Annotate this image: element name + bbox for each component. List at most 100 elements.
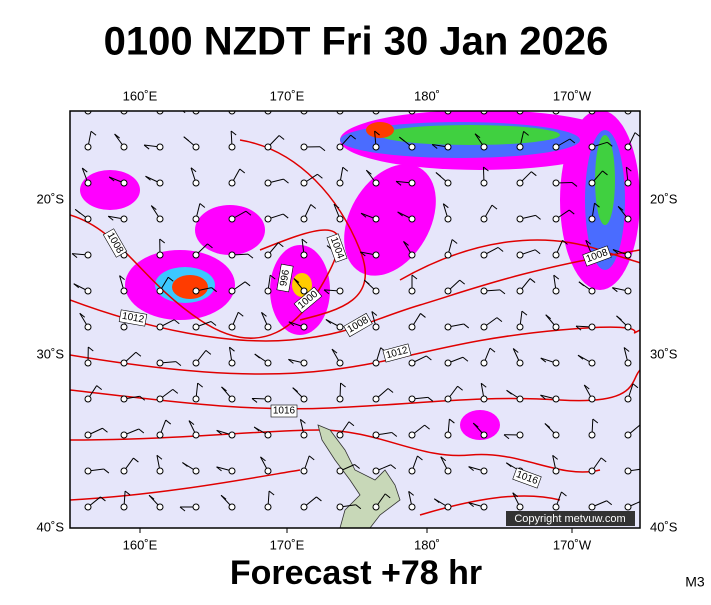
- station: [85, 396, 91, 402]
- station: [193, 324, 199, 330]
- station: [373, 324, 379, 330]
- station: [553, 324, 559, 330]
- station: [445, 432, 451, 438]
- station: [517, 396, 523, 402]
- station: [553, 468, 559, 474]
- station: [553, 252, 559, 258]
- forecast-label: Forecast +78 hr: [230, 554, 482, 592]
- station: [157, 252, 163, 258]
- wind-barb-flag: [407, 96, 412, 100]
- station: [445, 216, 451, 222]
- station: [301, 144, 307, 150]
- station: [445, 360, 451, 366]
- station: [229, 504, 235, 510]
- station: [337, 468, 343, 474]
- station: [373, 504, 379, 510]
- station: [193, 288, 199, 294]
- station: [625, 504, 631, 510]
- station: [589, 432, 595, 438]
- station: [229, 288, 235, 294]
- station: [373, 360, 379, 366]
- wind-barb-flag: [318, 103, 323, 107]
- station: [625, 324, 631, 330]
- station: [265, 288, 271, 294]
- station: [625, 468, 631, 474]
- station: [337, 144, 343, 150]
- station: [409, 396, 415, 402]
- station: [445, 144, 451, 150]
- station: [517, 252, 523, 258]
- station: [265, 324, 271, 330]
- lat-label-right: 40˚S: [650, 519, 678, 534]
- station: [373, 288, 379, 294]
- lon-label-top: 170˚W: [553, 88, 592, 103]
- wind-barb-flag: [433, 105, 438, 109]
- station: [517, 216, 523, 222]
- station: [445, 396, 451, 402]
- station: [481, 504, 487, 510]
- station: [157, 144, 163, 150]
- station: [553, 180, 559, 186]
- station: [337, 504, 343, 510]
- station: [517, 504, 523, 510]
- lat-label-left: 20˚S: [37, 191, 65, 206]
- station: [445, 324, 451, 330]
- station: [625, 396, 631, 402]
- station: [265, 216, 271, 222]
- station: [157, 288, 163, 294]
- station: [589, 180, 595, 186]
- station: [121, 504, 127, 510]
- station: [409, 252, 415, 258]
- station: [589, 468, 595, 474]
- station: [373, 216, 379, 222]
- station: [409, 504, 415, 510]
- station: [301, 252, 307, 258]
- station: [409, 324, 415, 330]
- station: [409, 468, 415, 474]
- station: [265, 432, 271, 438]
- wind-barb: [407, 96, 412, 111]
- station: [193, 432, 199, 438]
- lat-label-left: 40˚S: [37, 519, 65, 534]
- station: [517, 324, 523, 330]
- station: [121, 432, 127, 438]
- station: [553, 216, 559, 222]
- copyright: Copyright metvuw.com: [514, 513, 625, 525]
- station: [85, 252, 91, 258]
- station: [193, 468, 199, 474]
- station: [121, 288, 127, 294]
- station: [481, 432, 487, 438]
- station: [265, 144, 271, 150]
- station: [337, 396, 343, 402]
- station: [553, 432, 559, 438]
- station: [481, 396, 487, 402]
- wind-barb-flag: [640, 425, 645, 429]
- station: [229, 252, 235, 258]
- wind-barb-flag: [223, 98, 228, 102]
- wind-barb: [304, 103, 318, 111]
- station: [193, 252, 199, 258]
- station: [589, 144, 595, 150]
- station: [373, 468, 379, 474]
- station: [229, 180, 235, 186]
- station: [553, 288, 559, 294]
- station: [445, 468, 451, 474]
- station: [229, 144, 235, 150]
- station: [85, 180, 91, 186]
- station: [481, 360, 487, 366]
- lon-label-top: 170˚E: [270, 88, 305, 103]
- station: [157, 468, 163, 474]
- station: [301, 216, 307, 222]
- station: [193, 504, 199, 510]
- station: [193, 144, 199, 150]
- station: [409, 216, 415, 222]
- wind-barb-flag: [643, 500, 648, 504]
- station: [229, 468, 235, 474]
- station: [121, 324, 127, 330]
- station: [553, 360, 559, 366]
- station: [625, 360, 631, 366]
- station: [301, 288, 307, 294]
- lon-label-bottom: 160˚E: [123, 537, 158, 552]
- station: [409, 180, 415, 186]
- station: [193, 396, 199, 402]
